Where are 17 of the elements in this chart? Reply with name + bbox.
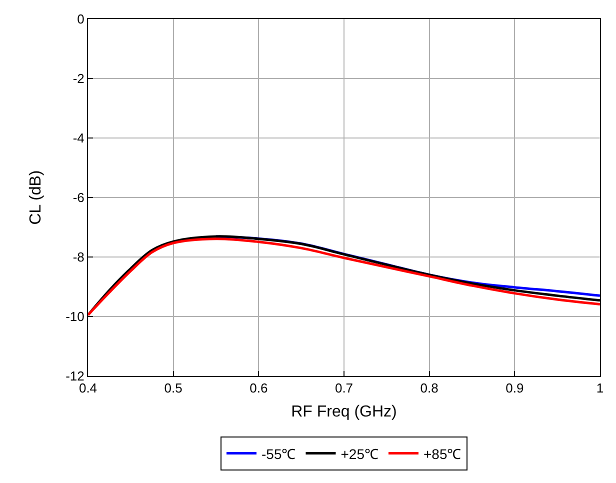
y-tick-label: -4 (72, 130, 84, 146)
y-tick-label: -6 (72, 190, 84, 206)
y-axis-title: CL (dB) (28, 170, 45, 225)
x-tick-label: 0.8 (420, 380, 438, 396)
x-axis-title: RF Freq (GHz) (291, 403, 397, 420)
x-tick-label: 0.6 (250, 380, 268, 396)
y-tick-label: -10 (66, 309, 84, 324)
y-tick-label: -2 (72, 71, 84, 86)
legend-label: +85℃ (423, 446, 462, 462)
x-tick-label: 0.9 (506, 380, 524, 396)
legend-label: +25℃ (340, 446, 378, 462)
legend-label: -55℃ (262, 446, 296, 462)
x-tick-label: 1 (596, 380, 604, 396)
y-tick-label: 0 (77, 12, 84, 27)
x-tick-label: 0.5 (164, 380, 182, 396)
y-tick-label: -8 (72, 250, 84, 265)
x-tick-label: 0.7 (334, 380, 354, 396)
